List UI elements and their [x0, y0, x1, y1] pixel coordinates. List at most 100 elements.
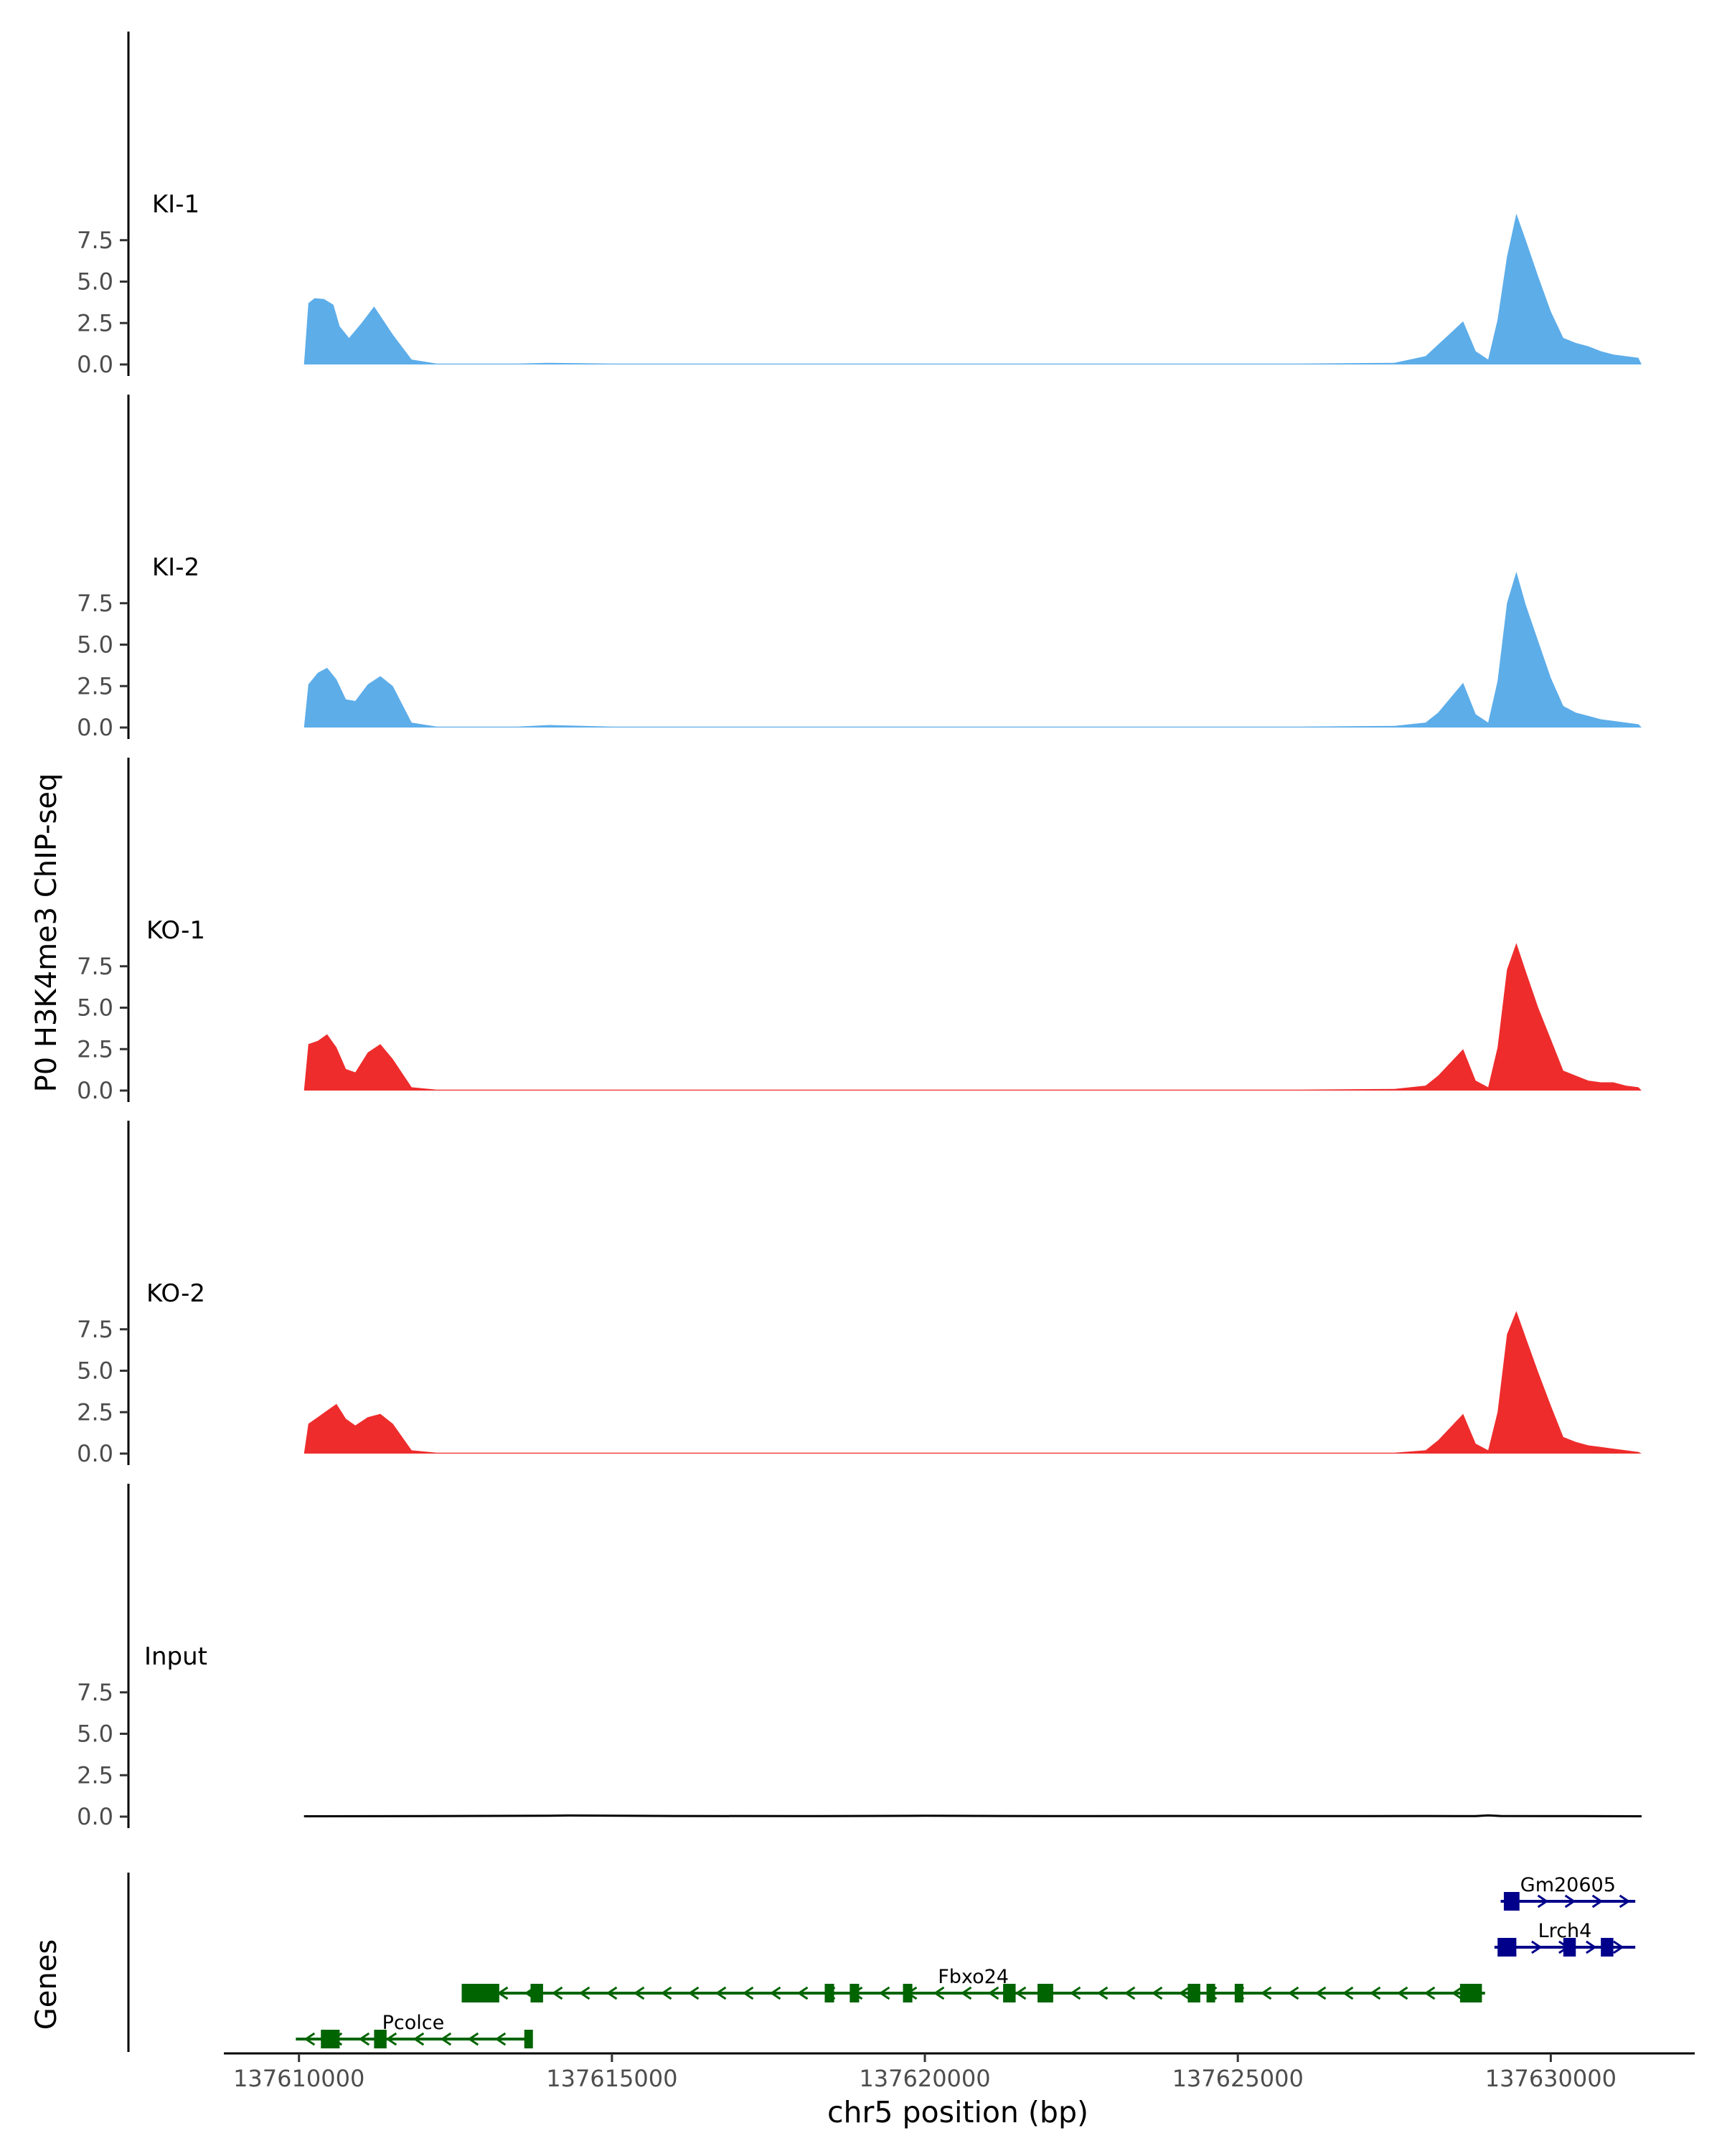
y-tick-label: 0.0 — [77, 351, 113, 378]
gene-gm20605: Gm20605 — [1500, 1874, 1636, 1911]
exon — [824, 1984, 834, 2002]
exon — [461, 1984, 499, 2002]
exon — [1206, 1984, 1215, 2002]
strand-chevron — [494, 2032, 507, 2046]
series-area-ko-1 — [304, 943, 1642, 1091]
x-tick-label: 137630000 — [1485, 2065, 1617, 2092]
strand-chevron — [1619, 1894, 1631, 1908]
track-label: KO-1 — [146, 916, 205, 945]
track-ko-1: 0.0 2.5 5.0 7.5 KO-1 — [77, 758, 1642, 1104]
strand-chevron — [1424, 1986, 1436, 2000]
series-area-input — [304, 1814, 1642, 1817]
x-tick-label: 137610000 — [233, 2065, 364, 2092]
strand-chevron — [1396, 1986, 1408, 2000]
track-ki-1: 0.0 2.5 5.0 7.5 KI-1 — [77, 32, 1642, 378]
strand-chevron — [987, 1986, 999, 2000]
strand-chevron — [413, 2032, 425, 2046]
strand-chevron — [660, 1986, 672, 2000]
strand-chevron — [606, 1986, 618, 2000]
strand-chevron — [1613, 1940, 1624, 1954]
gene-label: Lrch4 — [1538, 1920, 1592, 1942]
strand-chevron — [1151, 1986, 1163, 2000]
series-area-ki-1 — [304, 213, 1642, 364]
strand-chevron — [796, 1986, 809, 2000]
strand-chevron — [933, 1986, 945, 2000]
strand-chevron — [960, 1986, 972, 2000]
strand-chevron — [1369, 1986, 1381, 2000]
track-ko-2: 0.0 2.5 5.0 7.5 KO-2 — [77, 1121, 1642, 1467]
exon — [1003, 1984, 1016, 2002]
exon — [524, 2030, 533, 2048]
x-tick-label: 137625000 — [1172, 2065, 1304, 2092]
exon — [850, 1984, 860, 2002]
y-tick-label: 7.5 — [77, 953, 113, 980]
x-axis: 137610000 137615000 137620000 137625000 1376… — [224, 2052, 1695, 2092]
y-tick-label: 2.5 — [77, 1035, 113, 1063]
strand-chevron — [878, 1986, 890, 2000]
strand-chevron — [304, 2032, 316, 2046]
exon — [1563, 1938, 1576, 1957]
gene-label: Fbxo24 — [938, 1966, 1009, 1988]
y-tick-label: 0.0 — [77, 1803, 113, 1830]
gene-fbxo24: Fbxo24 — [461, 1966, 1485, 2002]
strand-chevron — [440, 2032, 452, 2046]
strand-chevron — [1564, 1894, 1576, 1908]
gene-pcolce: Pcolce — [296, 2012, 533, 2048]
x-tick-label: 137620000 — [859, 2065, 990, 2092]
strand-chevron — [1069, 1986, 1081, 2000]
track-ki-2: 0.0 2.5 5.0 7.5 KI-2 — [77, 395, 1642, 741]
track-input: 0.0 2.5 5.0 7.5 Input — [77, 1484, 1642, 1830]
exon — [1187, 1984, 1200, 2002]
y-tick-label: 2.5 — [77, 672, 113, 700]
strand-chevron — [467, 2032, 479, 2046]
y-axis-title: P0 H3K4me3 ChIP-seq — [30, 773, 63, 1093]
y-tick-label: 7.5 — [77, 1316, 113, 1343]
strand-chevron — [551, 1986, 563, 2000]
track-label: KO-2 — [146, 1279, 205, 1308]
series-area-ko-2 — [304, 1311, 1642, 1454]
strand-chevron — [1531, 1940, 1543, 1954]
strand-chevron — [633, 1986, 645, 2000]
signal-tracks: 0.0 2.5 5.0 7.5 KI-1 0.0 2.5 5.0 7.5 KI-2 0.0 2.5 5.… — [77, 32, 1642, 1830]
y-tick-label: 5.0 — [77, 1357, 113, 1385]
gene-annotation-track: Gm20605 Lrch4 Fbxo24 Pcolce — [127, 1873, 1636, 2052]
x-axis-title: chr5 position (bp) — [827, 2095, 1088, 2129]
y-tick-label: 7.5 — [77, 1679, 113, 1706]
y-tick-label: 5.0 — [77, 1720, 113, 1748]
y-tick-label: 0.0 — [77, 1440, 113, 1467]
exon — [1601, 1938, 1614, 1957]
y-tick-label: 7.5 — [77, 227, 113, 254]
strand-chevron — [1178, 1986, 1190, 2000]
y-tick-label: 7.5 — [77, 590, 113, 617]
y-tick-label: 2.5 — [77, 309, 113, 336]
strand-chevron — [687, 1986, 700, 2000]
strand-chevron — [578, 1986, 591, 2000]
exon — [374, 2030, 387, 2048]
y-tick-label: 5.0 — [77, 268, 113, 296]
y-tick-label: 2.5 — [77, 1398, 113, 1426]
strand-chevron — [1537, 1894, 1549, 1908]
y-tick-label: 0.0 — [77, 714, 113, 741]
gene-label: Gm20605 — [1520, 1874, 1616, 1896]
strand-chevron — [769, 1986, 781, 2000]
y-tick-label: 5.0 — [77, 994, 113, 1022]
y-tick-label: 2.5 — [77, 1761, 113, 1789]
exon — [1038, 1984, 1053, 2002]
exon — [1234, 1984, 1243, 2002]
strand-chevron — [742, 1986, 754, 2000]
strand-chevron — [1314, 1986, 1327, 2000]
exon — [530, 1984, 543, 2002]
strand-chevron — [385, 2032, 397, 2046]
strand-chevron — [1287, 1986, 1299, 2000]
strand-chevron — [1451, 1986, 1463, 2000]
gene-lrch4: Lrch4 — [1494, 1920, 1636, 1957]
exon — [903, 1984, 913, 2002]
series-area-ki-2 — [304, 571, 1642, 728]
strand-chevron — [715, 1986, 727, 2000]
exon — [1503, 1892, 1520, 1911]
track-label: Input — [144, 1642, 207, 1671]
y-tick-label: 0.0 — [77, 1077, 113, 1104]
exon — [1497, 1938, 1517, 1957]
